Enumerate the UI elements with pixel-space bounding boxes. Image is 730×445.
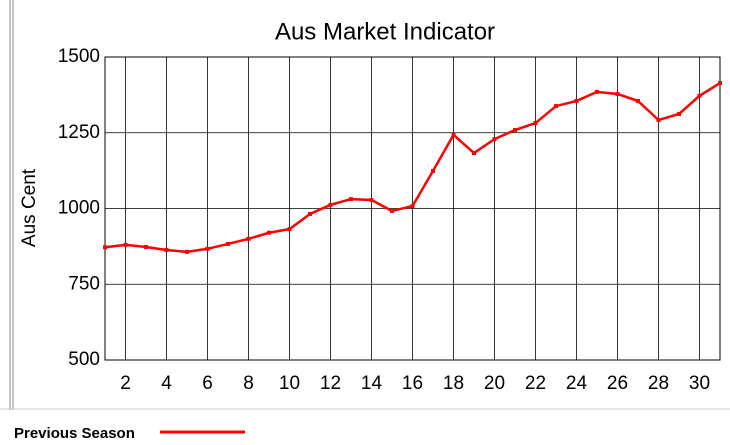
point-marker <box>410 204 415 209</box>
point-marker <box>533 121 538 126</box>
x-tick-label: 18 <box>443 373 464 394</box>
point-marker <box>513 128 517 133</box>
point-marker <box>574 98 579 103</box>
point-marker <box>205 246 210 251</box>
x-tick-label: 12 <box>320 373 341 394</box>
point-marker <box>636 98 640 103</box>
point-marker <box>246 236 251 241</box>
x-tick-label: 20 <box>484 373 505 394</box>
point-marker <box>144 244 148 249</box>
point-marker <box>349 197 353 202</box>
point-marker <box>267 230 271 235</box>
point-marker <box>308 211 312 216</box>
point-marker <box>185 249 189 254</box>
point-marker <box>718 81 722 86</box>
x-tick-label: 28 <box>648 373 669 394</box>
point-marker <box>697 93 702 98</box>
x-tick-label: 2 <box>120 373 131 394</box>
point-marker <box>226 241 230 246</box>
point-marker <box>492 137 497 142</box>
point-marker <box>369 198 374 203</box>
point-marker <box>287 227 292 232</box>
y-axis-label: Aus Cent <box>19 168 40 247</box>
point-marker <box>390 208 394 213</box>
point-marker <box>656 118 661 123</box>
x-tick-label: 10 <box>279 373 300 394</box>
legend: Previous Season <box>14 425 245 442</box>
y-tick-label: 1500 <box>58 46 100 67</box>
x-tick-label: 6 <box>202 373 213 394</box>
y-tick-label: 1250 <box>58 122 100 143</box>
legend-label: Previous Season <box>14 425 135 442</box>
x-tick-label: 14 <box>361 373 383 394</box>
point-marker <box>451 132 456 137</box>
chart-title: Aus Market Indicator <box>275 18 495 45</box>
point-marker <box>328 202 333 207</box>
x-tick-label: 22 <box>525 373 546 394</box>
point-marker <box>164 248 169 253</box>
x-tick-label: 30 <box>689 373 710 394</box>
y-tick-label: 1000 <box>58 198 100 219</box>
x-tick-label: 26 <box>607 373 628 394</box>
point-marker <box>595 89 599 94</box>
point-marker <box>677 111 681 116</box>
x-tick-label: 8 <box>243 373 254 394</box>
point-marker <box>431 168 435 173</box>
y-tick-label: 750 <box>68 273 100 294</box>
x-tick-label: 4 <box>161 373 172 394</box>
point-marker <box>615 91 620 96</box>
x-tick-label: 16 <box>402 373 423 394</box>
x-tick-label: 24 <box>566 373 588 394</box>
point-marker <box>554 104 558 109</box>
y-tick-label: 500 <box>68 349 100 370</box>
point-marker <box>123 242 128 247</box>
point-marker <box>472 151 476 156</box>
point-marker <box>103 245 107 250</box>
